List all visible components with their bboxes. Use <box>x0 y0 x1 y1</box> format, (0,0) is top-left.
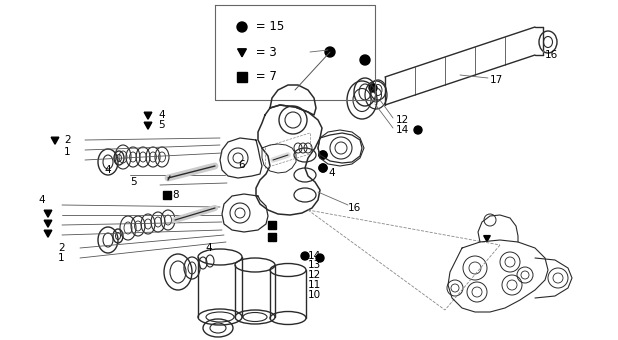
Circle shape <box>369 84 377 92</box>
Text: 4: 4 <box>38 195 44 205</box>
Text: 4: 4 <box>158 110 164 120</box>
Circle shape <box>360 55 370 65</box>
Text: 1: 1 <box>64 147 70 157</box>
Text: = 15: = 15 <box>252 20 284 34</box>
Text: 12: 12 <box>396 115 409 125</box>
Text: 14: 14 <box>396 125 409 135</box>
Polygon shape <box>268 233 276 241</box>
Text: 12: 12 <box>308 270 321 280</box>
Text: 4: 4 <box>104 165 111 175</box>
Circle shape <box>316 254 324 262</box>
Polygon shape <box>44 220 52 227</box>
Polygon shape <box>163 191 171 199</box>
Polygon shape <box>237 49 247 57</box>
Polygon shape <box>144 122 152 129</box>
Text: 8: 8 <box>172 190 179 200</box>
Text: 5: 5 <box>130 177 137 187</box>
Polygon shape <box>484 236 490 242</box>
Polygon shape <box>268 221 276 229</box>
Text: 5: 5 <box>158 120 164 130</box>
Text: 4: 4 <box>328 168 334 178</box>
Polygon shape <box>44 210 52 217</box>
Text: 16: 16 <box>348 203 362 213</box>
Circle shape <box>319 151 327 159</box>
Text: = 3: = 3 <box>252 46 277 58</box>
Text: 16: 16 <box>545 50 558 60</box>
Circle shape <box>237 22 247 32</box>
Text: 17: 17 <box>490 75 503 85</box>
Circle shape <box>319 164 327 172</box>
Circle shape <box>325 47 335 57</box>
Text: 11: 11 <box>308 280 321 290</box>
Circle shape <box>414 126 422 134</box>
Circle shape <box>301 252 309 260</box>
Text: 10: 10 <box>308 290 321 300</box>
Polygon shape <box>237 72 247 82</box>
Polygon shape <box>44 230 52 237</box>
Text: 6: 6 <box>238 160 245 170</box>
Polygon shape <box>144 112 152 119</box>
Circle shape <box>319 164 327 172</box>
Text: 1: 1 <box>58 253 65 263</box>
Text: 2: 2 <box>64 135 70 145</box>
Text: 14: 14 <box>308 251 321 261</box>
Text: 4: 4 <box>205 243 211 253</box>
Text: 13: 13 <box>308 260 321 270</box>
Text: = 7: = 7 <box>252 70 277 84</box>
Circle shape <box>319 151 327 159</box>
Polygon shape <box>51 137 59 144</box>
Text: 2: 2 <box>58 243 65 253</box>
